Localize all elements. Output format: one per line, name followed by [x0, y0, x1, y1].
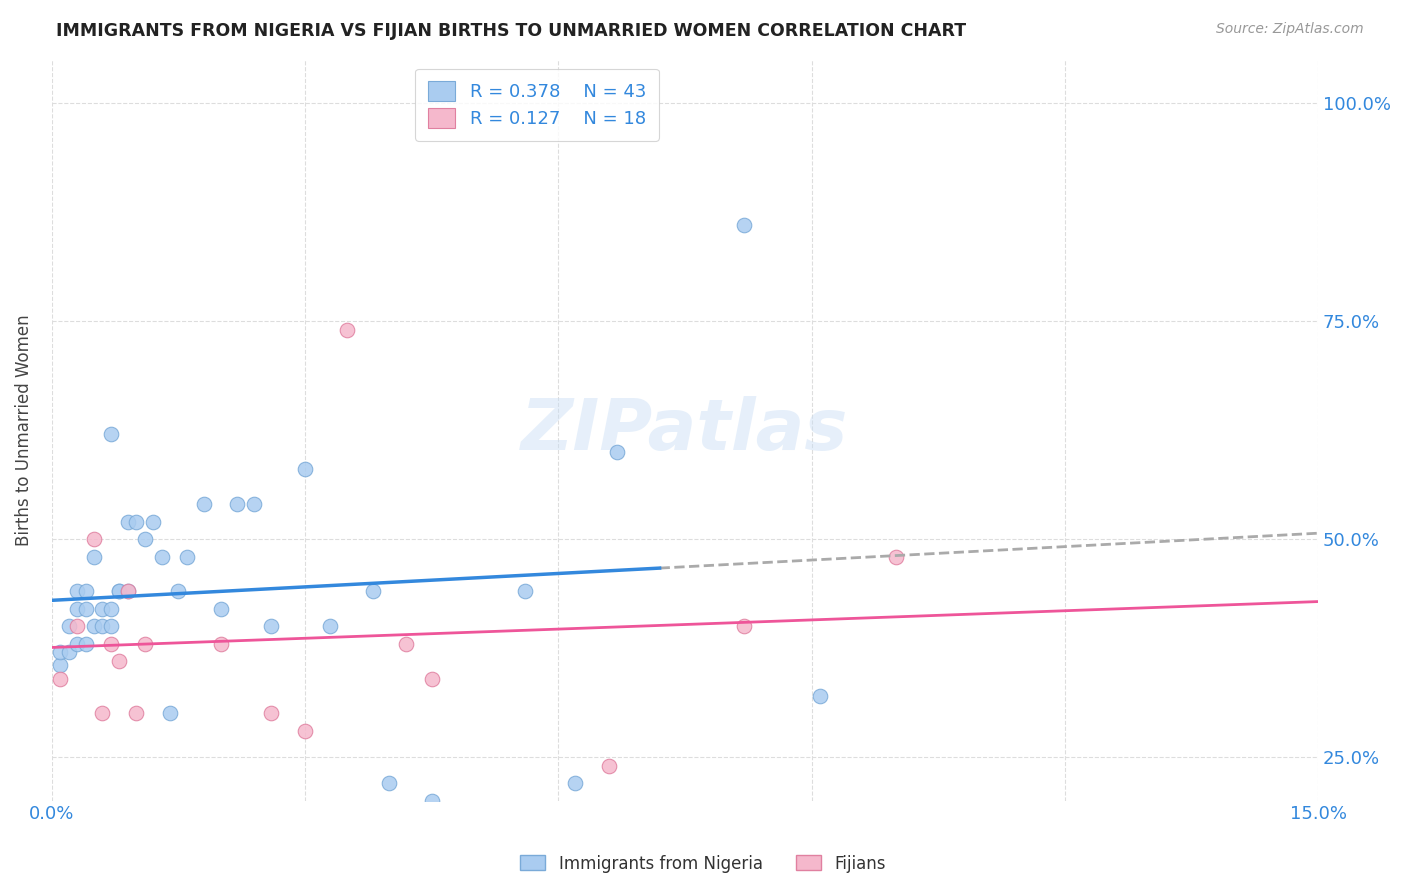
Text: ZIPatlas: ZIPatlas — [522, 396, 849, 465]
Point — [91, 619, 114, 633]
Point — [733, 619, 755, 633]
Point — [361, 584, 384, 599]
Point — [420, 672, 443, 686]
Point — [134, 637, 156, 651]
Point — [226, 497, 249, 511]
Point — [49, 658, 72, 673]
Point — [49, 645, 72, 659]
Point — [884, 549, 907, 564]
Point — [66, 584, 89, 599]
Point — [91, 602, 114, 616]
Point — [209, 602, 232, 616]
Point — [117, 584, 139, 599]
Point — [319, 619, 342, 633]
Point — [83, 532, 105, 546]
Point — [420, 794, 443, 808]
Point — [606, 445, 628, 459]
Point — [209, 637, 232, 651]
Point — [108, 584, 131, 599]
Point — [243, 497, 266, 511]
Point — [66, 619, 89, 633]
Legend: Immigrants from Nigeria, Fijians: Immigrants from Nigeria, Fijians — [513, 848, 893, 880]
Point — [108, 584, 131, 599]
Y-axis label: Births to Unmarried Women: Births to Unmarried Women — [15, 314, 32, 546]
Point — [167, 584, 190, 599]
Point — [117, 584, 139, 599]
Point — [91, 706, 114, 721]
Point — [58, 619, 80, 633]
Point — [150, 549, 173, 564]
Point — [117, 515, 139, 529]
Point — [336, 323, 359, 337]
Point — [66, 637, 89, 651]
Legend: R = 0.378    N = 43, R = 0.127    N = 18: R = 0.378 N = 43, R = 0.127 N = 18 — [415, 69, 658, 141]
Point — [66, 602, 89, 616]
Point — [513, 584, 536, 599]
Point — [58, 645, 80, 659]
Point — [125, 515, 148, 529]
Point — [108, 654, 131, 668]
Point — [159, 706, 181, 721]
Point — [378, 776, 401, 790]
Point — [564, 776, 586, 790]
Point — [100, 427, 122, 442]
Point — [808, 689, 831, 703]
Point — [100, 619, 122, 633]
Point — [193, 497, 215, 511]
Point — [395, 637, 418, 651]
Point — [125, 706, 148, 721]
Point — [733, 219, 755, 233]
Point — [83, 549, 105, 564]
Point — [100, 637, 122, 651]
Text: Source: ZipAtlas.com: Source: ZipAtlas.com — [1216, 22, 1364, 37]
Text: IMMIGRANTS FROM NIGERIA VS FIJIAN BIRTHS TO UNMARRIED WOMEN CORRELATION CHART: IMMIGRANTS FROM NIGERIA VS FIJIAN BIRTHS… — [56, 22, 966, 40]
Point — [142, 515, 165, 529]
Point — [83, 619, 105, 633]
Point — [49, 672, 72, 686]
Point — [176, 549, 198, 564]
Point — [598, 758, 620, 772]
Point — [260, 619, 283, 633]
Point — [294, 462, 316, 476]
Point — [75, 584, 97, 599]
Point — [75, 637, 97, 651]
Point — [75, 602, 97, 616]
Point — [260, 706, 283, 721]
Point — [134, 532, 156, 546]
Point — [294, 723, 316, 738]
Point — [100, 602, 122, 616]
